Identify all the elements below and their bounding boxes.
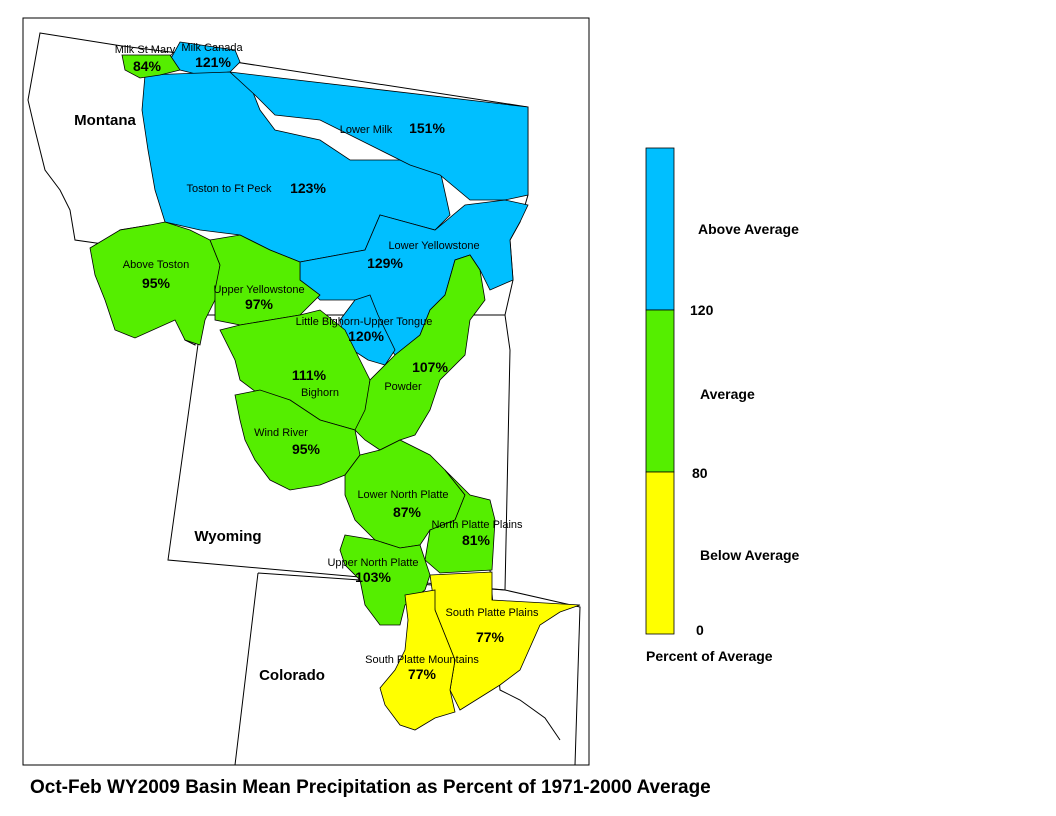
basin-shape-wind-river bbox=[234, 389, 361, 491]
basin-pct-little-bighorn: 120% bbox=[348, 328, 384, 344]
basin-pct-above-toston: 95% bbox=[142, 275, 171, 291]
basin-pct-bighorn: 111% bbox=[292, 367, 327, 383]
basin-name-milk-canada: Milk Canada bbox=[181, 42, 243, 54]
basin-pct-milk-st-mary: 84% bbox=[133, 58, 162, 74]
basin-name-upper-yellowstone: Upper Yellowstone bbox=[213, 284, 304, 296]
state-label-montana: Montana bbox=[74, 112, 136, 129]
legend-break-120: 120 bbox=[690, 302, 714, 318]
basin-name-toston-ft-peck: Toston to Ft Peck bbox=[187, 183, 272, 195]
basin-name-lower-north-platte: Lower North Platte bbox=[357, 489, 448, 501]
basin-name-lower-milk: Lower Milk bbox=[340, 124, 393, 136]
basin-pct-upper-yellowstone: 97% bbox=[245, 296, 274, 312]
basin-name-above-toston: Above Toston bbox=[123, 259, 189, 271]
basin-name-powder: Powder bbox=[384, 381, 422, 393]
legend-swatch-below bbox=[645, 471, 675, 635]
basin-pct-south-platte-plains: 77% bbox=[476, 629, 505, 645]
map-title: Oct-Feb WY2009 Basin Mean Precipitation … bbox=[30, 777, 711, 798]
basin-pct-milk-canada: 121% bbox=[195, 54, 231, 70]
basin-labels: Milk St Mary 84% Milk Canada 121% Lower … bbox=[115, 42, 539, 682]
basin-name-bighorn: Bighorn bbox=[301, 387, 339, 399]
basin-pct-south-platte-mountains: 77% bbox=[408, 666, 437, 682]
basin-shape-powder bbox=[354, 254, 486, 451]
state-label-wyoming: Wyoming bbox=[194, 528, 261, 545]
basin-pct-north-platte-plains: 81% bbox=[462, 532, 491, 548]
basin-name-upper-north-platte: Upper North Platte bbox=[327, 557, 418, 569]
basin-name-south-platte-mountains: South Platte Mountains bbox=[365, 654, 479, 666]
basin-pct-lower-north-platte: 87% bbox=[393, 504, 422, 520]
basin-name-lower-yellowstone: Lower Yellowstone bbox=[388, 240, 479, 252]
basin-shape-above-toston bbox=[89, 221, 221, 346]
basin-name-little-bighorn: Little Bighorn-Upper Tongue bbox=[296, 316, 433, 328]
basin-shape-south-platte-mountains bbox=[379, 589, 456, 731]
basin-pct-lower-milk: 151% bbox=[409, 120, 445, 136]
basin-name-wind-river: Wind River bbox=[254, 427, 308, 439]
legend-title: Percent of Average bbox=[646, 648, 773, 664]
legend-break-0: 0 bbox=[696, 622, 704, 638]
basin-pct-wind-river: 95% bbox=[292, 441, 321, 457]
legend-swatch-average bbox=[645, 309, 675, 473]
basin-shape-lower-milk bbox=[228, 71, 529, 201]
basin-pct-powder: 107% bbox=[412, 359, 448, 375]
basin-name-south-platte-plains: South Platte Plains bbox=[446, 607, 539, 619]
legend-label-above: Above Average bbox=[698, 221, 799, 237]
basin-shape-north-platte-plains bbox=[424, 469, 496, 574]
basin-name-milk-st-mary: Milk St Mary bbox=[115, 44, 176, 56]
basin-pct-toston-ft-peck: 123% bbox=[290, 180, 326, 196]
legend-label-average: Average bbox=[700, 386, 755, 402]
basin-shape-milk-st-mary bbox=[121, 54, 181, 79]
legend-break-80: 80 bbox=[692, 465, 708, 481]
state-labels: Montana Wyoming Colorado bbox=[74, 112, 325, 684]
legend-label-below: Below Average bbox=[700, 547, 800, 563]
legend: Above Average Average Below Average 120 … bbox=[645, 147, 800, 664]
legend-swatch-above bbox=[645, 147, 675, 311]
state-label-colorado: Colorado bbox=[259, 667, 325, 684]
basin-name-north-platte-plains: North Platte Plains bbox=[431, 519, 523, 531]
basin-pct-upper-north-platte: 103% bbox=[355, 569, 391, 585]
basin-pct-lower-yellowstone: 129% bbox=[367, 255, 403, 271]
basin-polygons bbox=[89, 41, 581, 731]
